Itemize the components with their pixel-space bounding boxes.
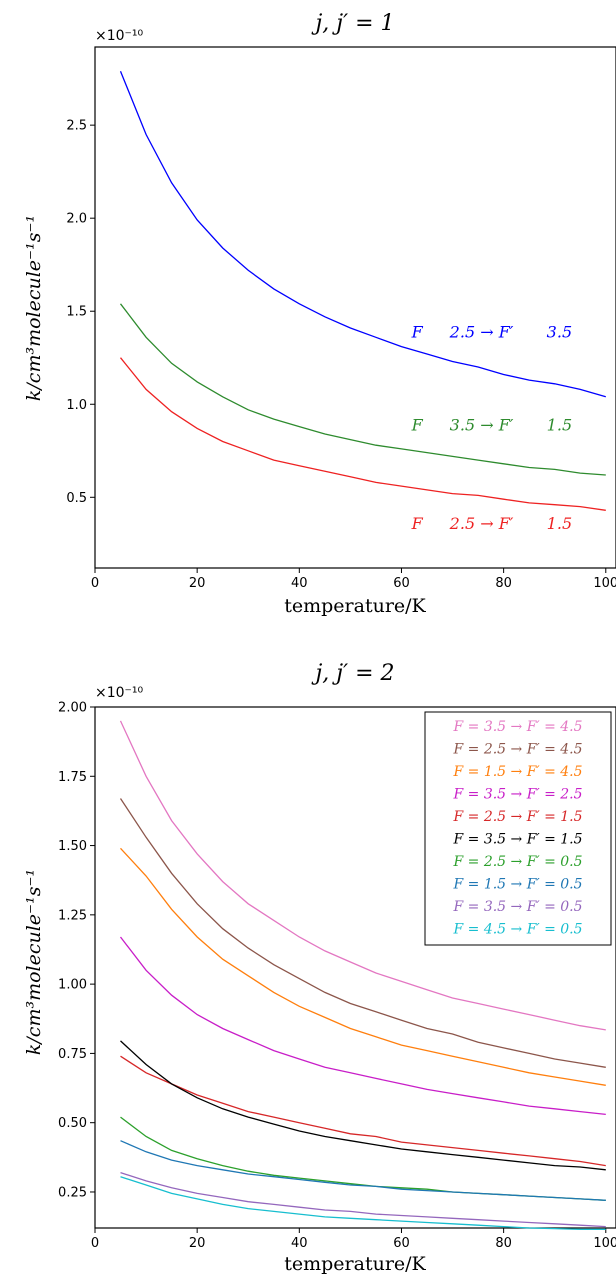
x-tick-label: 0 bbox=[91, 1236, 99, 1251]
plot-frame bbox=[94, 706, 616, 1229]
series-annotation: F 2.5 → F′ 3.5 bbox=[411, 322, 572, 341]
series-lines bbox=[119, 70, 606, 511]
x-tick-label: 40 bbox=[291, 1236, 308, 1251]
series-lines bbox=[119, 720, 606, 1231]
y-tick-label: 1.5 bbox=[66, 305, 87, 320]
y-axis-label: k/cm³molecule⁻¹s⁻¹ bbox=[23, 869, 45, 1055]
x-tick-label: 60 bbox=[393, 576, 410, 591]
chart-panel-j2: j, j′ = 2 ×10⁻¹⁰ 0 20 40 60 80 100 0.25 0.50 0.7… bbox=[23, 661, 616, 1275]
y-tick-label: 2.0 bbox=[66, 212, 87, 227]
chart-panel-j1: j, j′ = 1 ×10⁻¹⁰ 0 20 40 60 80 100 0.5 1.0 1.5 2.… bbox=[23, 11, 616, 617]
y-tick-label: 1.50 bbox=[58, 839, 87, 854]
chart-title: j, j′ = 1 bbox=[310, 11, 394, 36]
legend-entry: F = 3.5 → F′ = 0.5 bbox=[452, 899, 582, 915]
legend-entry: F = 2.5 → F′ = 1.5 bbox=[452, 809, 582, 825]
series-line bbox=[120, 1140, 606, 1201]
series-line bbox=[119, 70, 606, 398]
y-axis-label: k/cm³molecule⁻¹s⁻¹ bbox=[23, 215, 45, 401]
plot-frame bbox=[94, 46, 616, 569]
x-tick-label: 0 bbox=[91, 576, 99, 591]
series-line bbox=[120, 1116, 606, 1201]
x-tick-label: 80 bbox=[495, 576, 512, 591]
y-tick-label: 0.75 bbox=[58, 1047, 87, 1062]
x-tick-label: 20 bbox=[189, 1236, 206, 1251]
axis-ticks: 0 20 40 60 80 100 0.25 0.50 0.75 1.00 1.25 1.50 1.75… bbox=[58, 701, 616, 1252]
axis-ticks: 0 20 40 60 80 100 0.5 1.0 1.5 2.0 2.5 bbox=[66, 119, 616, 591]
legend: F = 3.5 → F′ = 4.5 F = 2.5 → F′ = 4.5 F = … bbox=[424, 711, 612, 946]
y-axis-multiplier: ×10⁻¹⁰ bbox=[95, 28, 144, 44]
series-line bbox=[120, 1040, 606, 1171]
legend-entry: F = 3.5 → F′ = 2.5 bbox=[452, 787, 582, 803]
series-line bbox=[120, 1055, 606, 1167]
legend-entry: F = 4.5 → F′ = 0.5 bbox=[452, 922, 582, 938]
legend-box bbox=[424, 711, 612, 946]
legend-entry: F = 2.5 → F′ = 0.5 bbox=[452, 854, 582, 870]
legend-entry: F = 1.5 → F′ = 0.5 bbox=[452, 877, 582, 893]
y-tick-label: 1.0 bbox=[66, 398, 87, 413]
series-annotation: F 3.5 → F′ 1.5 bbox=[411, 415, 572, 434]
x-axis-label: temperature/K bbox=[284, 595, 426, 617]
x-tick-label: 40 bbox=[291, 576, 308, 591]
series-line bbox=[119, 720, 606, 1031]
y-tick-label: 1.75 bbox=[58, 770, 87, 785]
x-tick-label: 20 bbox=[189, 576, 206, 591]
y-tick-label: 0.5 bbox=[66, 491, 87, 506]
y-tick-label: 2.5 bbox=[66, 119, 87, 134]
x-axis-label: temperature/K bbox=[284, 1253, 426, 1275]
series-line bbox=[120, 1176, 606, 1231]
y-tick-label: 2.00 bbox=[58, 701, 87, 716]
series-annotations: F 2.5 → F′ 3.5 F 3.5 → F′ 1.5 F 2.5 → F′ 1.5 bbox=[411, 322, 572, 533]
y-tick-label: 1.00 bbox=[58, 978, 87, 993]
series-line bbox=[120, 1171, 606, 1228]
series-line bbox=[119, 798, 606, 1068]
series-line bbox=[119, 936, 606, 1116]
x-tick-label: 60 bbox=[393, 1236, 410, 1251]
legend-entry: F = 3.5 → F′ = 4.5 bbox=[452, 719, 582, 735]
legend-entry: F = 3.5 → F′ = 1.5 bbox=[452, 832, 582, 848]
series-annotation: F 2.5 → F′ 1.5 bbox=[411, 514, 572, 533]
y-tick-label: 0.25 bbox=[58, 1185, 87, 1200]
legend-entry: F = 1.5 → F′ = 4.5 bbox=[452, 764, 582, 780]
series-line bbox=[119, 357, 606, 511]
series-line bbox=[120, 847, 606, 1086]
chart-title: j, j′ = 2 bbox=[310, 661, 394, 686]
y-tick-label: 0.50 bbox=[58, 1116, 87, 1131]
y-tick-label: 1.25 bbox=[58, 908, 87, 923]
x-tick-label: 80 bbox=[495, 1236, 512, 1251]
series-line bbox=[119, 303, 606, 476]
y-axis-multiplier: ×10⁻¹⁰ bbox=[95, 685, 144, 701]
legend-entry: F = 2.5 → F′ = 4.5 bbox=[452, 742, 582, 758]
x-tick-label: 100 bbox=[593, 576, 616, 591]
x-tick-label: 100 bbox=[593, 1236, 616, 1251]
